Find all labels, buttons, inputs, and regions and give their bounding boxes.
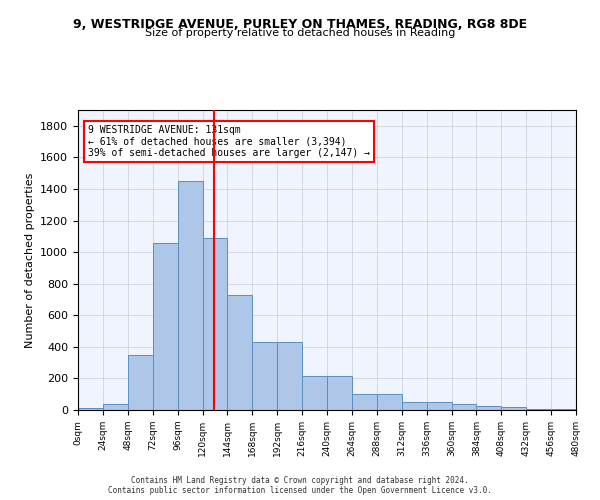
Bar: [253, 342, 277, 410]
Bar: [427, 402, 452, 410]
Bar: [152, 244, 178, 410]
Bar: [277, 342, 302, 410]
Bar: [327, 376, 352, 410]
Bar: [103, 404, 128, 410]
Bar: [128, 354, 153, 410]
Bar: [377, 394, 402, 410]
Y-axis label: Number of detached properties: Number of detached properties: [25, 172, 35, 348]
Bar: [526, 409, 551, 410]
Text: Contains HM Land Registry data © Crown copyright and database right 2024.
Contai: Contains HM Land Registry data © Crown c…: [108, 476, 492, 495]
Bar: [203, 238, 227, 410]
Bar: [227, 294, 253, 410]
Bar: [476, 406, 502, 410]
Bar: [352, 394, 377, 410]
Bar: [178, 181, 203, 410]
Bar: [302, 376, 327, 410]
Bar: [452, 404, 476, 410]
Text: Size of property relative to detached houses in Reading: Size of property relative to detached ho…: [145, 28, 455, 38]
Bar: [78, 408, 103, 410]
Bar: [502, 407, 526, 410]
Bar: [402, 402, 427, 410]
Text: 9, WESTRIDGE AVENUE, PURLEY ON THAMES, READING, RG8 8DE: 9, WESTRIDGE AVENUE, PURLEY ON THAMES, R…: [73, 18, 527, 30]
Text: 9 WESTRIDGE AVENUE: 131sqm
← 61% of detached houses are smaller (3,394)
39% of s: 9 WESTRIDGE AVENUE: 131sqm ← 61% of deta…: [88, 125, 370, 158]
Bar: [551, 409, 576, 410]
